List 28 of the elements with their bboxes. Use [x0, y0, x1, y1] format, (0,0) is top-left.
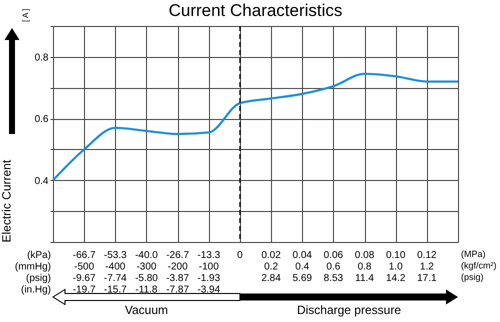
text: (in.Hg)	[20, 284, 51, 296]
text: (mmHg)	[14, 262, 51, 272]
text: Vacuum	[124, 303, 168, 317]
text: (kgf/cm²)	[461, 260, 496, 270]
x-tick-label: -40.0 -300 -5.80 -11.8	[135, 250, 158, 296]
x-tick-label: 0.10 1.0 14.2	[386, 250, 406, 284]
y-axis-title: Electric Current	[0, 159, 14, 242]
chart-title: Current Characteristics	[168, 0, 342, 20]
x-tick-label: 0.02 0.2 2.84	[261, 250, 282, 284]
x-tick-label: 0.12 1.2 17.1	[417, 250, 438, 284]
text: (kPa)	[27, 250, 51, 261]
x-tick-label: -13.3 -100 -1.93 -3.94	[197, 250, 221, 296]
y-tick-label: 0.6	[34, 114, 49, 126]
y-tick-label: 0.4	[34, 176, 49, 187]
text: (psig)	[461, 272, 484, 282]
y-tick-label: 0.8	[34, 52, 49, 64]
text: Discharge pressure	[296, 303, 402, 317]
text: [ A ]	[21, 8, 30, 22]
x-tick-label: 0.08 0.8 11.4	[354, 250, 375, 284]
x-tick-label: 0	[237, 250, 244, 261]
x-tick-label: -53.3 -400 -7.74 -15.7	[104, 250, 128, 296]
x-tick-label: -66.7 -500 -9.67 -19.7	[72, 250, 96, 296]
x-tick-label: -26.7 -200 -3.87 -7.87	[166, 250, 190, 296]
text: (MPa)	[461, 249, 486, 259]
line-series	[52, 72, 460, 182]
x-tick-label: 0.04 0.4 5.69	[292, 250, 312, 284]
x-tick-label: 0.06 0.6 8.53	[324, 250, 344, 284]
text: (psig)	[26, 273, 51, 284]
